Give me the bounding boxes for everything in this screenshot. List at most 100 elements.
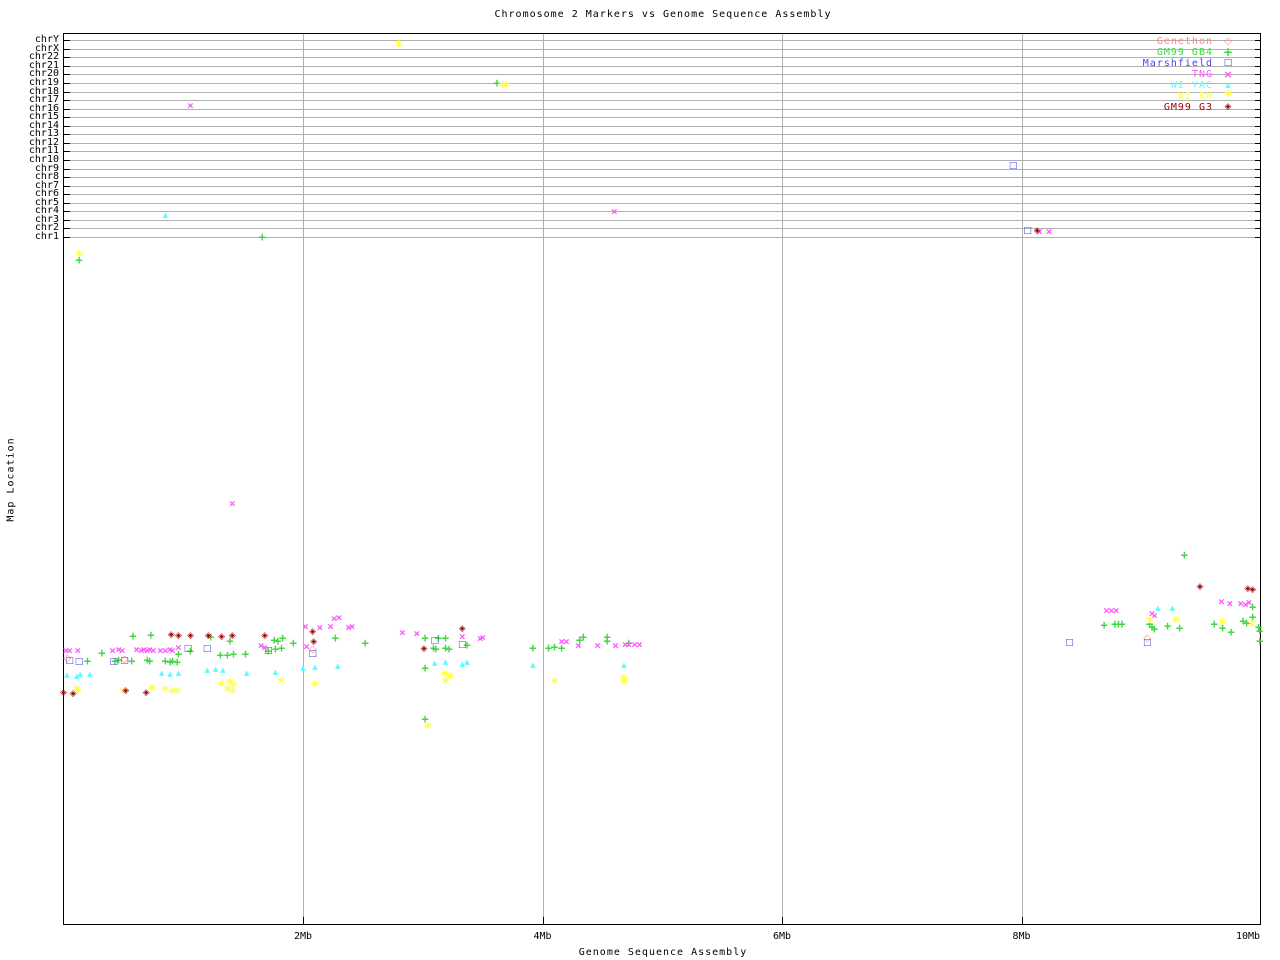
- data-point-gm99-gb4: +: [114, 652, 123, 667]
- data-point-wi-yac: ▲: [204, 665, 210, 674]
- data-point-gm99-gb4: +: [432, 641, 440, 656]
- y-tick-right: [1255, 177, 1261, 178]
- data-point-wi-yac: ▲: [167, 669, 173, 678]
- data-point-wi-rh: *: [173, 683, 182, 702]
- data-point-marshfield: □: [1065, 637, 1074, 648]
- data-point-gm99-g3: ◈: [69, 688, 77, 699]
- data-point-gm99-gb4: +: [1148, 619, 1156, 634]
- y-tick-right: [1255, 126, 1261, 127]
- data-point-tng: ×: [399, 625, 406, 639]
- data-point-gm99-gb4: +: [575, 632, 584, 647]
- chromosome-gridline: [64, 228, 1261, 229]
- data-point-wi-rh: *: [223, 681, 232, 700]
- data-point-wi-yac: ▲: [442, 657, 449, 666]
- data-point-wi-rh: *: [423, 718, 432, 737]
- data-point-tng: ×: [1108, 603, 1115, 617]
- y-tick-label: chrX: [34, 43, 59, 54]
- data-point-tng: ×: [146, 642, 154, 656]
- chromosome-gridline: [64, 117, 1261, 118]
- y-tick-right: [1255, 237, 1261, 238]
- data-point-tng: ×: [66, 643, 73, 657]
- data-point-gm99-gb4: +: [128, 653, 136, 668]
- plot-area: [63, 33, 1261, 925]
- data-point-gm99-gb4: +: [1227, 624, 1235, 639]
- data-point-gm99-gb4: +: [1254, 619, 1263, 634]
- data-point-tng: ×: [1226, 596, 1234, 610]
- data-point-tng: ×: [345, 620, 352, 634]
- data-point-marshfield: □: [430, 635, 439, 646]
- y-tick-left: [64, 169, 70, 170]
- data-point-gm99-g3: ◈: [142, 687, 150, 698]
- data-point-gm99-gb4: +: [1114, 616, 1123, 631]
- data-point-marshfield: □: [65, 655, 74, 666]
- x-gridline: [1021, 34, 1023, 925]
- data-point-tng: ×: [138, 643, 145, 657]
- y-tick-label: chr1: [34, 231, 59, 242]
- data-point-wi-yac: ▲: [530, 660, 536, 669]
- data-point-wi-rh: *: [168, 683, 177, 702]
- data-point-tng: ×: [1245, 595, 1253, 609]
- data-point-gm99-g3: ◈: [60, 687, 67, 698]
- data-point-gm99-gb4: +: [83, 653, 92, 668]
- data-point-wi-rh: *: [119, 683, 128, 702]
- data-point-gm99-gb4: +: [161, 653, 169, 668]
- data-point-wi-rh: *: [619, 674, 628, 693]
- data-point-tng: ×: [621, 637, 629, 651]
- y-tick-label: chr8: [34, 171, 59, 182]
- data-point-wi-yac: ▲: [244, 668, 250, 677]
- data-point-wi-rh: *: [1145, 612, 1154, 631]
- data-point-wi-rh: *: [446, 668, 455, 687]
- legend-marker-icon: *: [1224, 87, 1232, 105]
- data-point-gm99-gb4: +: [1146, 616, 1154, 631]
- data-point-wi-rh: *: [394, 36, 403, 55]
- data-point-marshfield: □: [458, 639, 467, 650]
- chromosome-gridline: [64, 169, 1261, 170]
- chromosome-gridline: [64, 126, 1261, 127]
- data-point-gm99-gb4: +: [1118, 616, 1126, 631]
- data-point-gm99-g3: ◈: [167, 629, 175, 640]
- data-point-gm99-gb4: +: [168, 653, 177, 668]
- data-point-tng: ×: [458, 629, 466, 643]
- data-point-wi-rh: *: [1218, 614, 1227, 633]
- data-point-gm99-gb4: +: [1111, 616, 1119, 631]
- data-point-gm99-g3: ◈: [228, 630, 236, 641]
- data-point-tng: ×: [229, 496, 236, 510]
- data-point-gm99-g3: ◈: [204, 630, 212, 641]
- legend: Genethon ◇ GM99 GB4 + Marshfield □ TNG × WI YAC ▲…: [1143, 36, 1234, 113]
- data-point-tng: ×: [109, 643, 116, 657]
- legend-marker-icon: □: [1223, 58, 1233, 68]
- data-point-tng: ×: [612, 638, 619, 652]
- data-point-gm99-gb4: +: [226, 633, 234, 648]
- data-point-gm99-gb4: +: [186, 643, 195, 658]
- data-point-gm99-g3: ◈: [1249, 584, 1257, 595]
- chromosome-gridline: [64, 237, 1261, 238]
- data-point-wi-yac: ▲: [272, 667, 279, 676]
- y-tick-right: [1255, 83, 1261, 84]
- data-point-wi-rh: *: [226, 674, 234, 693]
- y-tick-label: chr21: [28, 60, 59, 71]
- data-point-wi-rh: *: [148, 680, 157, 699]
- data-point-gm99-gb4: +: [264, 643, 272, 658]
- data-point-tng: ×: [479, 630, 486, 644]
- data-point-gm99-gb4: +: [463, 637, 471, 652]
- data-point-gm99-gb4: +: [421, 660, 429, 675]
- legend-label: Marshfield: [1142, 58, 1213, 69]
- data-point-wi-rh: *: [73, 683, 82, 702]
- data-point-gm99-gb4: +: [146, 653, 154, 668]
- data-point-marshfield: □: [183, 643, 193, 654]
- y-tick-right: [1255, 134, 1261, 135]
- data-point-wi-rh: *: [217, 676, 226, 695]
- y-tick-left: [64, 109, 70, 110]
- y-tick-label: chr2: [34, 222, 59, 233]
- data-point-gm99-gb4: +: [1150, 621, 1159, 636]
- data-point-wi-yac: ▲: [335, 661, 341, 670]
- data-point-gm99-gb4: +: [143, 652, 151, 667]
- legend-item: Marshfield □: [1143, 58, 1234, 69]
- y-tick-left: [64, 49, 70, 50]
- y-tick-left: [64, 57, 70, 58]
- legend-marker-icon: +: [1222, 45, 1234, 59]
- data-point-tng: ×: [166, 642, 174, 656]
- data-point-tng: ×: [1237, 596, 1244, 610]
- data-point-tng: ×: [1151, 608, 1158, 622]
- data-point-gm99-gb4: +: [277, 640, 286, 655]
